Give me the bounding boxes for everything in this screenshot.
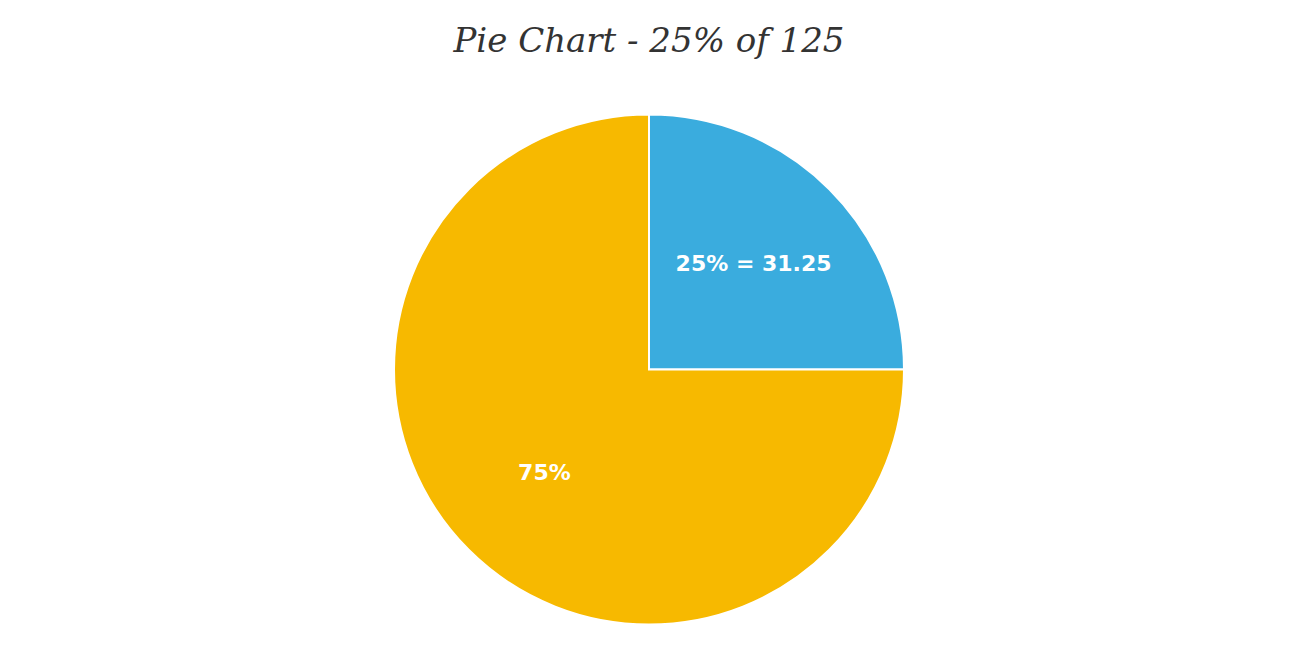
data-label: 25% = 31.25 [676,251,832,276]
pie-slice [649,115,904,370]
data-label: 75% [518,460,571,485]
data-labels: 25% = 31.25 75% [518,251,831,485]
title: Pie Chart - 25% of 125 [452,20,844,60]
pie [394,115,904,625]
pie-slice [394,115,904,625]
chart: Pie Chart - 25% of 125 25% = 31.25 75% [0,0,1298,649]
